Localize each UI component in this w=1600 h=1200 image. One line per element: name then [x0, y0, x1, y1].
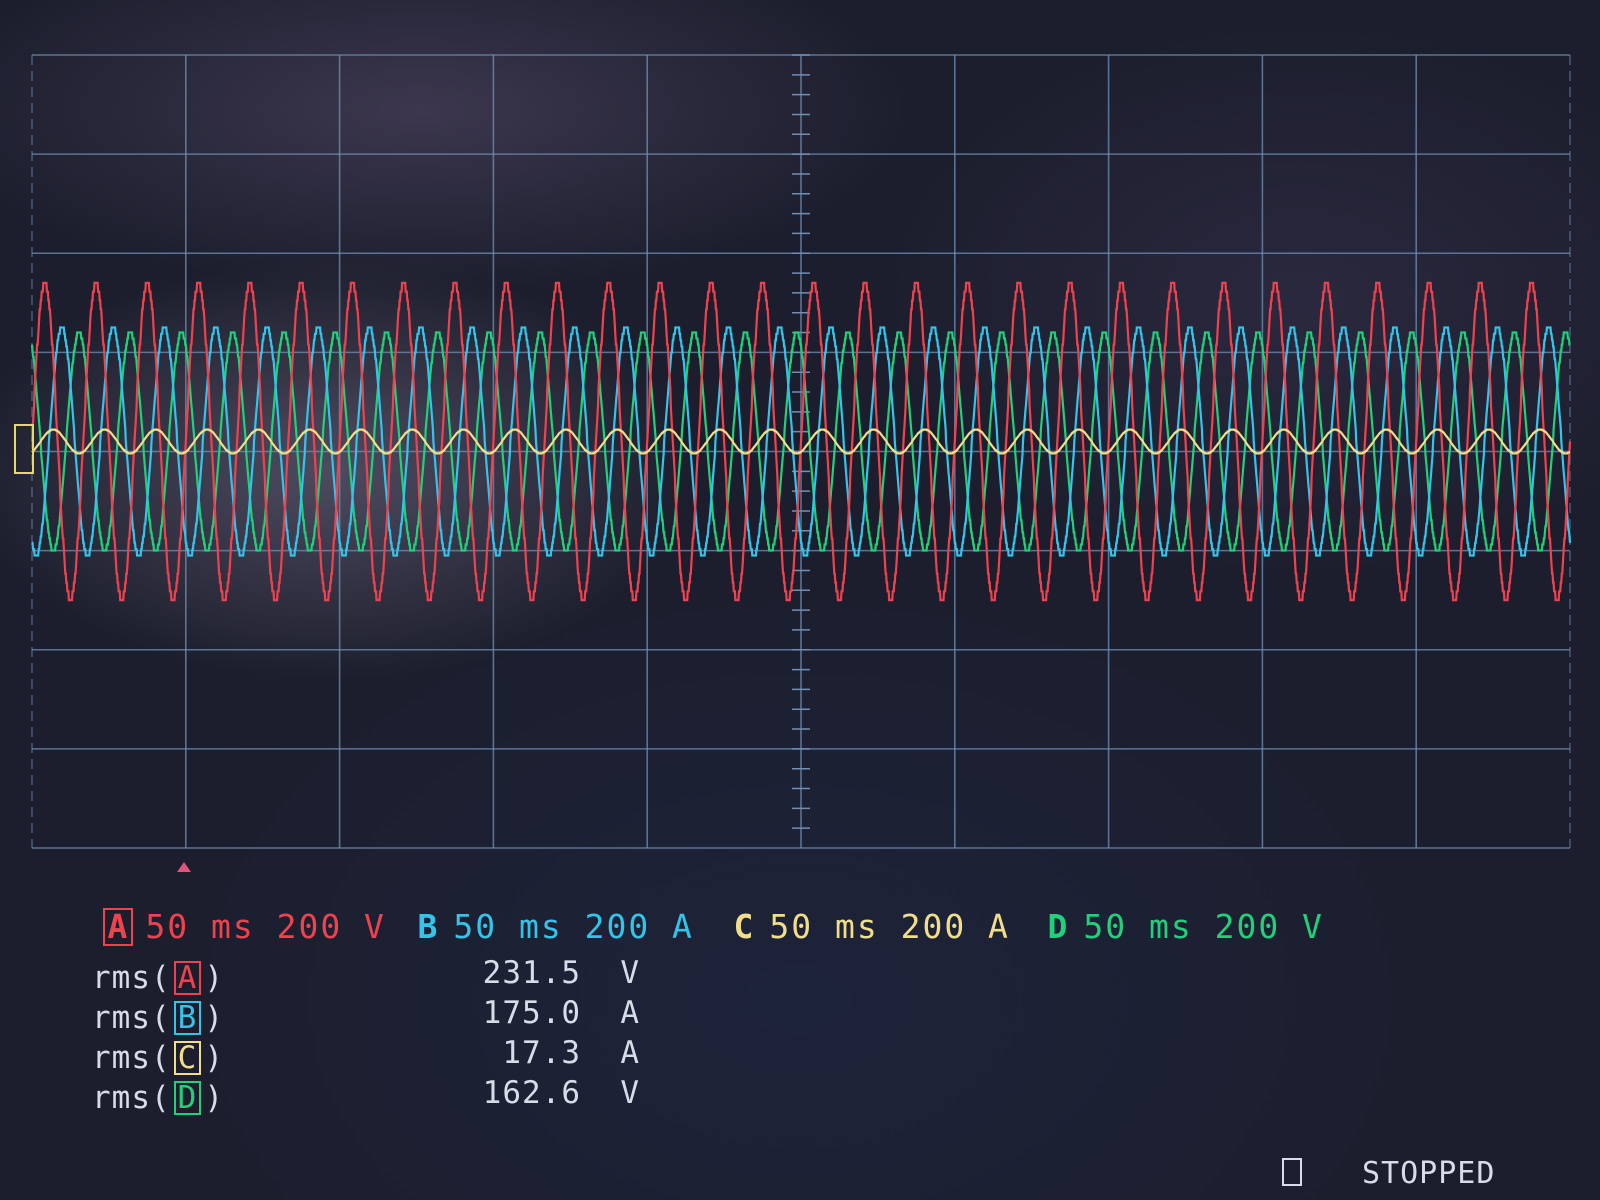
channel-d-tag: D: [1047, 907, 1070, 946]
trace-a: [30, 281, 1572, 602]
measurement-value: 17.3 A: [502, 1035, 640, 1071]
channel-a-settings[interactable]: A 50 ms 200 V: [16, 868, 386, 985]
measurement-row: rms(C): [92, 1040, 225, 1076]
measurement-row: rms(D): [92, 1080, 225, 1116]
measurement-row: rms(B): [92, 1000, 225, 1036]
channel-c-scale: 200 A: [900, 907, 1010, 946]
measurement-value: 175.0 A: [482, 995, 640, 1031]
channel-a-tag: A: [103, 908, 134, 946]
channel-d-scale: 200 V: [1214, 907, 1324, 946]
channel-a-timebase: 50 ms: [145, 907, 255, 946]
measurement-function: rms: [92, 1040, 151, 1076]
trace-c: [31, 428, 1571, 455]
measurement-function: rms: [92, 1000, 151, 1036]
channel-b-tag: B: [417, 907, 440, 946]
waveform-traces: [30, 281, 1572, 602]
channel-a-scale: 200 V: [276, 907, 386, 946]
channel-d-timebase: 50 ms: [1083, 907, 1193, 946]
measurement-channel-tag: A: [173, 961, 202, 995]
channel-ground-marker: [14, 424, 34, 474]
stop-indicator-icon: [1282, 1158, 1302, 1186]
channel-c-tag: C: [733, 907, 756, 946]
channel-c-timebase: 50 ms: [769, 907, 879, 946]
measurement-channel-tag: C: [173, 1041, 202, 1075]
measurement-function: rms: [92, 960, 151, 996]
trace-d: [30, 331, 1571, 552]
channel-b-timebase: 50 ms: [453, 907, 563, 946]
channel-b-scale: 200 A: [584, 907, 694, 946]
measurement-row: rms(A): [92, 960, 225, 996]
measurement-function: rms: [92, 1080, 151, 1116]
trace-b: [31, 326, 1572, 557]
channel-b-settings[interactable]: B 50 ms 200 A: [328, 868, 694, 985]
measurement-channel-tag: B: [173, 1001, 202, 1035]
trigger-position-marker: [177, 862, 191, 872]
channel-c-settings[interactable]: C 50 ms 200 A: [644, 868, 1010, 985]
channel-d-settings[interactable]: D 50 ms 200 V: [958, 868, 1324, 985]
acquisition-status: STOPPED: [1362, 1156, 1496, 1191]
measurement-channel-tag: D: [173, 1081, 202, 1115]
measurement-value: 162.6 V: [482, 1075, 640, 1111]
measurement-value: 231.5 V: [482, 955, 640, 991]
